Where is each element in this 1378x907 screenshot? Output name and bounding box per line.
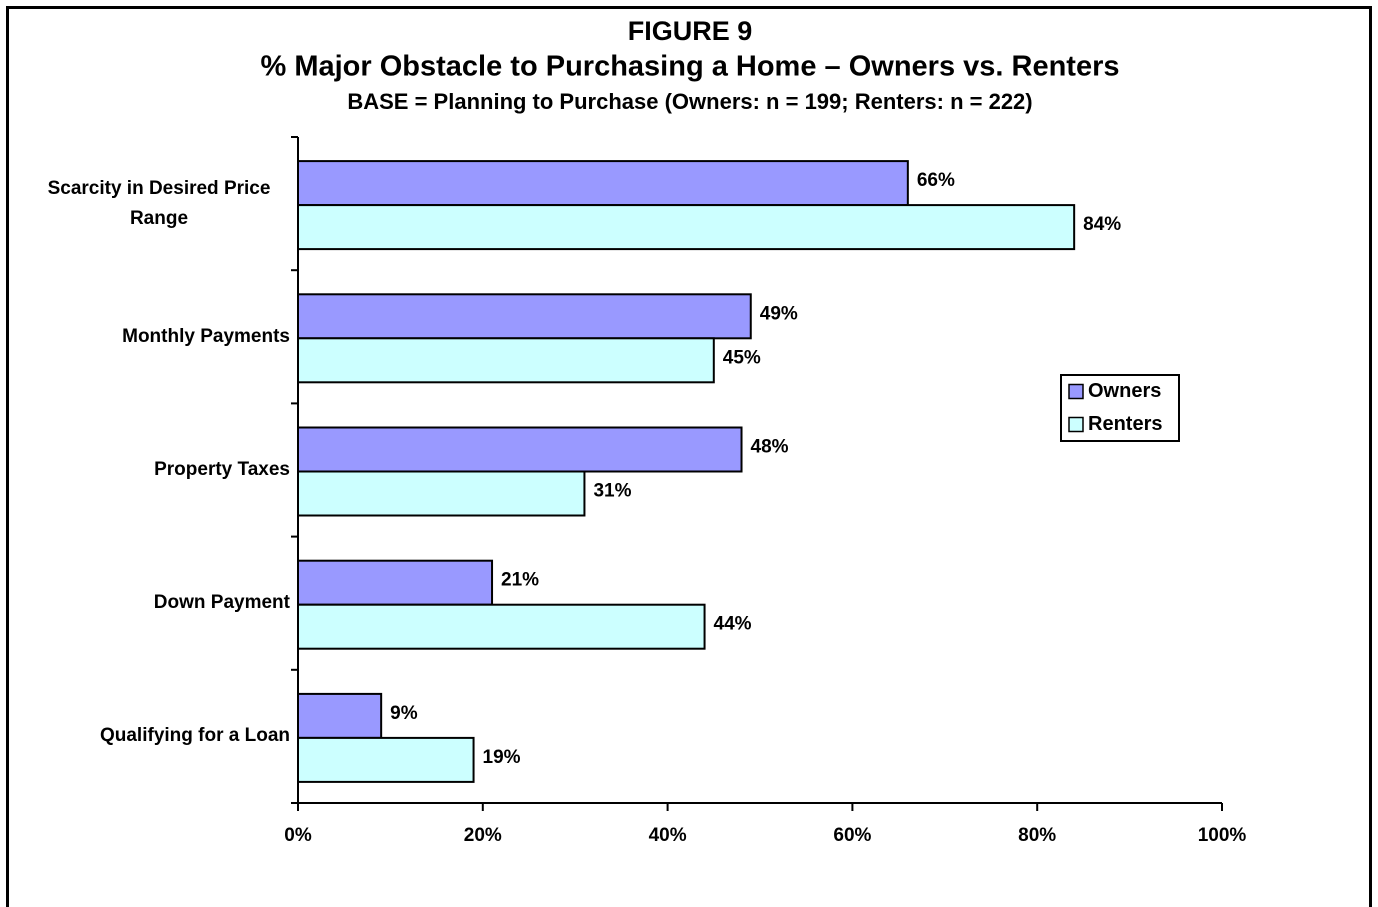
data-label: 31%	[593, 481, 631, 502]
data-label: 84%	[1083, 214, 1121, 235]
chart-title: FIGURE 9	[628, 16, 753, 46]
legend-label: Renters	[1088, 413, 1162, 435]
x-tick-label: 80%	[1018, 825, 1056, 846]
chart-subtitle: % Major Obstacle to Purchasing a Home – …	[261, 51, 1120, 83]
data-label: 66%	[917, 170, 955, 191]
bar	[297, 426, 743, 473]
y-tick-label: Down Payment	[153, 592, 290, 614]
y-tick-label: Property Taxes	[154, 459, 290, 480]
data-label: 48%	[751, 437, 789, 458]
bar	[297, 603, 706, 650]
legend-swatch	[1068, 416, 1084, 433]
y-tick-label: Scarcity in Desired Price Range	[47, 177, 271, 229]
data-label: 45%	[723, 347, 761, 368]
chart-note: BASE = Planning to Purchase (Owners: n =…	[347, 89, 1032, 114]
bar	[297, 337, 715, 384]
frame	[6, 6, 1372, 907]
bar	[297, 160, 909, 207]
bar	[297, 204, 1076, 251]
data-label: 21%	[501, 570, 539, 591]
x-tick-label: 60%	[833, 825, 871, 846]
x-tick-label: 0%	[284, 825, 312, 846]
data-label: 44%	[714, 614, 752, 635]
legend-swatch	[1068, 383, 1084, 400]
data-label: 9%	[390, 703, 418, 724]
bar	[297, 736, 475, 783]
y-tick-label: Monthly Payments	[122, 325, 290, 347]
y-tick-label: Qualifying for a Loan	[99, 725, 290, 747]
data-label: 49%	[760, 303, 798, 324]
data-label: 19%	[483, 747, 521, 768]
bar	[297, 293, 752, 340]
x-tick-label: 100%	[1198, 825, 1247, 846]
x-tick-label: 20%	[464, 825, 502, 846]
legend-label: Owners	[1088, 380, 1161, 402]
x-tick-label: 40%	[649, 825, 687, 846]
bar	[297, 470, 586, 517]
bar	[297, 559, 494, 606]
bar	[297, 692, 383, 739]
